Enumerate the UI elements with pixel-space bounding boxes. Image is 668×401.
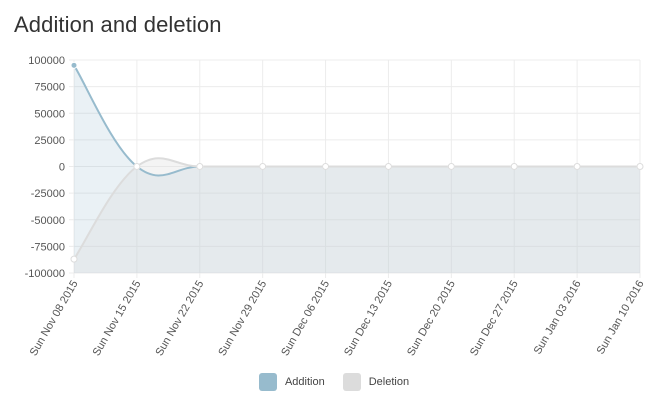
legend-swatch bbox=[258, 373, 277, 391]
data-point-deletion bbox=[322, 163, 330, 170]
x-tick-label: Sun Nov 22 2015 bbox=[153, 279, 206, 359]
x-tick-label: Sun Dec 06 2015 bbox=[279, 279, 332, 359]
x-tick-label: Sun Dec 27 2015 bbox=[468, 279, 521, 359]
data-point-deletion bbox=[636, 163, 644, 170]
chart-title: Addition and deletion bbox=[14, 12, 222, 37]
legend-label: Deletion bbox=[368, 376, 410, 388]
data-point-deletion bbox=[384, 163, 392, 170]
data-point-deletion bbox=[447, 163, 455, 170]
chart-legend: Addition Deletion bbox=[0, 373, 668, 391]
data-point-deletion bbox=[510, 163, 518, 170]
y-axis-tick-labels: 100000 75000 50000 25000 0 -25000 -50000 -75000… bbox=[25, 55, 65, 280]
legend-item-addition[interactable]: Addition bbox=[258, 373, 325, 391]
x-tick-label: Sun Jan 10 2016 bbox=[595, 279, 647, 357]
series-line-deletion bbox=[73, 157, 640, 260]
area-layer bbox=[74, 65, 640, 273]
data-point-deletion bbox=[573, 163, 581, 170]
data-point-deletion bbox=[259, 163, 267, 170]
series-area-addition bbox=[74, 65, 640, 273]
x-tick-label: Sun Dec 20 2015 bbox=[405, 279, 458, 359]
x-axis-tick-labels: Sun Nov 08 2015 Sun Nov 15 2015 Sun Nov 22… bbox=[28, 279, 647, 359]
legend-item-deletion[interactable]: Deletion bbox=[342, 373, 410, 391]
x-tick-label: Sun Nov 15 2015 bbox=[91, 279, 144, 359]
legend-swatch bbox=[342, 373, 361, 391]
point-layer bbox=[70, 61, 644, 263]
y-tick-label: -100000 bbox=[25, 268, 65, 280]
data-point-deletion bbox=[133, 163, 141, 170]
y-tick-label: 25000 bbox=[34, 135, 65, 147]
data-point-deletion bbox=[196, 163, 204, 170]
x-tick-label: Sun Dec 13 2015 bbox=[342, 279, 395, 359]
x-tick-label: Sun Nov 08 2015 bbox=[28, 279, 81, 359]
y-tick-label: -75000 bbox=[31, 241, 65, 253]
y-tick-label: -25000 bbox=[31, 188, 65, 200]
x-tick-label: Sun Nov 29 2015 bbox=[216, 279, 269, 359]
line-layer bbox=[73, 64, 640, 260]
data-point-deletion bbox=[70, 255, 78, 263]
legend-label: Addition bbox=[284, 376, 325, 388]
data-point-addition bbox=[70, 61, 78, 69]
series-area-deletion bbox=[74, 158, 640, 273]
y-tick-label: 75000 bbox=[34, 82, 65, 94]
x-tick-label: Sun Jan 03 2016 bbox=[532, 279, 584, 357]
y-tick-label: 0 bbox=[59, 162, 65, 174]
y-tick-label: 100000 bbox=[28, 55, 65, 67]
y-tick-label: -50000 bbox=[31, 215, 65, 227]
y-tick-label: 50000 bbox=[34, 108, 65, 120]
